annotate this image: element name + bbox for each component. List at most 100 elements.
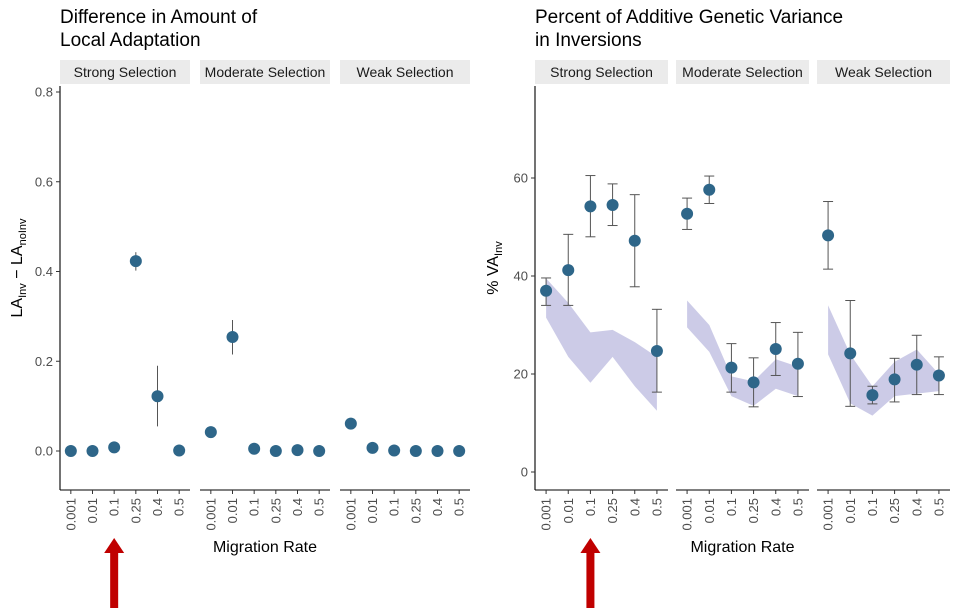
data-point xyxy=(584,200,597,213)
x-tick-label: 0.25 xyxy=(408,498,423,523)
x-axis-title: Migration Rate xyxy=(690,539,794,556)
red-arrow-annotation xyxy=(104,538,125,608)
chart-title-line-2: in Inversions xyxy=(535,30,642,51)
facet-strip-label: Weak Selection xyxy=(835,64,932,80)
data-point xyxy=(703,183,716,196)
chart-title-line-1: Difference in Amount of xyxy=(60,7,258,28)
data-point xyxy=(725,361,738,374)
x-tick-label: 0.001 xyxy=(539,498,554,531)
x-tick-label: 0.1 xyxy=(724,498,739,516)
x-tick-label: 0.1 xyxy=(107,498,122,516)
x-tick-label: 0.5 xyxy=(931,498,946,516)
facet-strip xyxy=(676,60,809,84)
y-axis-title: % VAInv xyxy=(485,241,505,295)
y-axis-title-subscript: Inv xyxy=(493,241,505,256)
data-point xyxy=(313,445,326,457)
data-point xyxy=(173,444,186,457)
facet-strip xyxy=(340,60,470,84)
ribbon-band xyxy=(828,305,939,416)
y-tick-label: 60 xyxy=(514,171,528,186)
facet-1: Strong Selection 0.001 0.01 0.1 0.25 0.4 0.5 xyxy=(60,60,190,531)
data-point xyxy=(269,445,282,457)
data-point xyxy=(747,376,760,389)
x-tick-label: 0.5 xyxy=(312,498,327,516)
facet-strip-label: Moderate Selection xyxy=(205,64,326,80)
data-point xyxy=(409,445,422,457)
x-tick-label: 0.5 xyxy=(790,498,805,516)
ribbon-band xyxy=(687,300,798,406)
facet-2: Moderate Selection 0.001 0.01 0.1 0.25 0.4 0.5 xyxy=(676,60,809,531)
data-point xyxy=(932,369,945,382)
data-point xyxy=(888,373,901,386)
data-point xyxy=(344,417,357,430)
data-point xyxy=(291,444,304,457)
x-tick-label: 0.5 xyxy=(172,498,187,516)
x-tick-label: 0.25 xyxy=(128,498,143,523)
x-tick-label: 0.1 xyxy=(247,498,262,516)
facet-strip-label: Strong Selection xyxy=(550,64,653,80)
x-tick-label: 0.4 xyxy=(150,498,165,516)
x-tick-label: 0.01 xyxy=(85,498,100,523)
chart-title-line-2: Local Adaptation xyxy=(60,30,201,51)
y-axis-title-subscript: noInv xyxy=(17,218,29,245)
facet-3: Weak Selection 0.001 0.01 0.1 0.25 0.4 0.5 xyxy=(340,60,470,531)
x-tick-label: 0.01 xyxy=(225,498,240,523)
facet-strip-label: Weak Selection xyxy=(356,64,453,80)
x-tick-label: 0.1 xyxy=(387,498,402,516)
x-tick-label: 0.1 xyxy=(583,498,598,516)
x-tick-label: 0.001 xyxy=(63,498,78,531)
y-axis-title-part: LA xyxy=(9,298,26,318)
y-tick-label: 0.2 xyxy=(35,354,53,369)
facet-strip-label: Strong Selection xyxy=(74,64,177,80)
x-tick-label: 0.001 xyxy=(821,498,836,531)
facet-3: Weak Selection 0.001 0.01 0.1 0.25 0.4 0.5 xyxy=(817,60,950,531)
y-tick-label: 0.4 xyxy=(35,264,53,279)
data-point xyxy=(151,390,164,403)
data-point xyxy=(562,264,575,277)
data-point xyxy=(910,358,923,371)
y-tick-label: 0 xyxy=(521,465,528,480)
data-point xyxy=(606,198,619,211)
data-point xyxy=(769,343,782,356)
x-tick-label: 0.01 xyxy=(365,498,380,523)
data-point xyxy=(453,445,466,457)
data-point xyxy=(108,441,121,454)
data-point xyxy=(540,284,553,297)
y-tick-label: 20 xyxy=(514,367,528,382)
x-tick-label: 0.001 xyxy=(680,498,695,531)
x-tick-label: 0.01 xyxy=(843,498,858,523)
x-tick-label: 0.4 xyxy=(430,498,445,516)
x-tick-label: 0.5 xyxy=(452,498,467,516)
facet-strip xyxy=(817,60,950,84)
x-axis-title: Migration Rate xyxy=(213,539,317,556)
chart-title-line-1: Percent of Additive Genetic Variance xyxy=(535,7,843,28)
data-point xyxy=(628,234,641,247)
x-tick-label: 0.4 xyxy=(909,498,924,516)
y-axis-title: LAInv − LAnoInv xyxy=(9,218,29,317)
y-axis-title-part: − LA xyxy=(9,245,26,283)
red-arrow-annotation xyxy=(580,538,601,608)
facet-strip-label: Moderate Selection xyxy=(682,64,803,80)
data-point xyxy=(791,357,804,370)
ribbon-band xyxy=(546,278,657,411)
data-point xyxy=(822,229,835,242)
x-tick-label: 0.4 xyxy=(290,498,305,516)
data-point xyxy=(866,389,879,402)
facet-2: Moderate Selection 0.001 0.01 0.1 0.25 0.4 0.5 xyxy=(200,60,330,531)
facet-1: Strong Selection 0.001 0.01 0.1 0.25 0.4 0.5 xyxy=(535,60,668,531)
x-tick-label: 0.5 xyxy=(649,498,664,516)
x-tick-label: 0.4 xyxy=(768,498,783,516)
y-tick-label: 40 xyxy=(514,269,528,284)
facet-strip xyxy=(60,60,190,84)
facet-strip xyxy=(535,60,668,84)
data-point xyxy=(86,445,99,457)
x-tick-label: 0.25 xyxy=(605,498,620,523)
y-tick-label: 0.6 xyxy=(35,174,53,189)
y-tick-label: 0.0 xyxy=(35,444,53,459)
data-point xyxy=(366,441,379,454)
x-tick-label: 0.25 xyxy=(887,498,902,523)
x-tick-label: 0.25 xyxy=(746,498,761,523)
